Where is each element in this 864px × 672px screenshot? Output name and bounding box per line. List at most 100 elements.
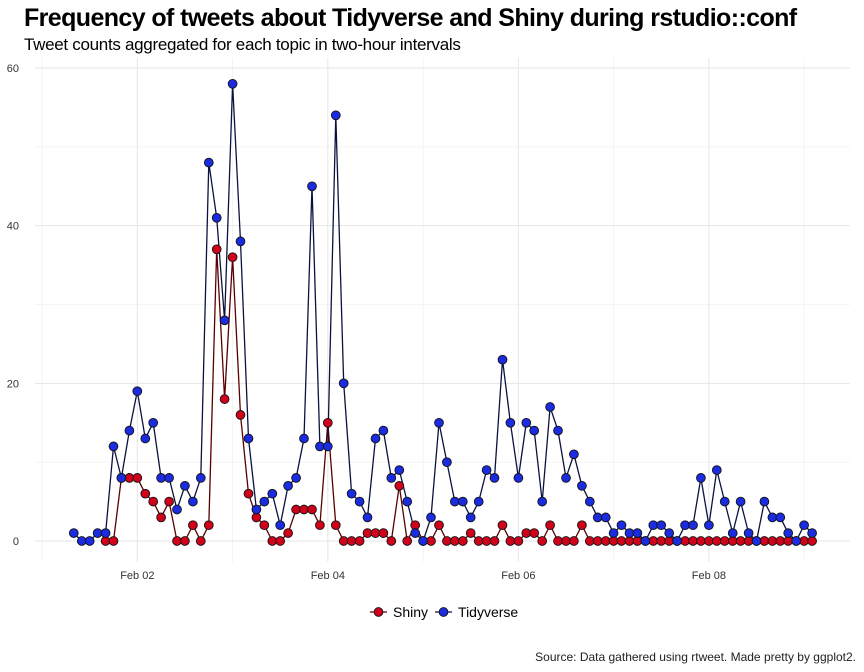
legend-item-shiny: Shiny xyxy=(370,604,428,620)
tidyverse-data-point xyxy=(243,433,254,444)
tidyverse-data-point xyxy=(529,425,540,436)
shiny-data-point xyxy=(299,504,309,515)
tidyverse-data-point xyxy=(307,181,317,192)
tidyverse-data-point xyxy=(759,496,770,507)
legend-label: Tidyverse xyxy=(458,604,518,620)
tidyverse-data-point xyxy=(426,512,436,523)
tidyverse-data-point xyxy=(553,425,563,436)
shiny-data-point xyxy=(569,536,579,546)
shiny-data-point xyxy=(616,536,627,546)
tidyverse-data-point xyxy=(338,378,349,389)
tidyverse-data-point xyxy=(799,520,809,531)
tidyverse-data-point xyxy=(267,488,278,499)
x-tick-label: Feb 02 xyxy=(120,570,154,582)
tidyverse-data-point xyxy=(592,512,603,523)
x-tick-label: Feb 06 xyxy=(501,570,535,582)
tidyverse-data-point xyxy=(505,417,516,428)
tidyverse-data-point xyxy=(696,473,706,483)
shiny-data-point xyxy=(465,528,476,538)
shiny-data-point xyxy=(529,528,540,538)
tidyverse-data-point xyxy=(188,496,198,507)
shiny-data-point xyxy=(497,520,508,531)
legend-key-point xyxy=(438,607,449,617)
chart-title: Frequency of tweets about Tidyverse and … xyxy=(24,4,797,32)
shiny-data-point xyxy=(513,536,524,546)
tidyverse-data-point xyxy=(711,465,722,475)
tidyverse-data-point xyxy=(100,528,111,538)
tidyverse-data-point xyxy=(632,528,643,538)
tidyverse-data-point xyxy=(497,354,508,365)
tidyverse-data-point xyxy=(354,496,365,507)
tidyverse-data-point xyxy=(561,473,571,483)
shiny-data-point xyxy=(505,536,516,546)
tidyverse-data-point xyxy=(616,520,627,531)
tidyverse-data-point xyxy=(259,496,270,507)
tidyverse-data-point xyxy=(489,473,500,483)
tidyverse-data-point xyxy=(783,528,794,538)
shiny-data-point xyxy=(164,496,174,507)
tidyverse-data-point xyxy=(84,536,95,546)
tidyverse-data-point xyxy=(521,417,532,428)
tidyverse-data-point xyxy=(386,473,397,483)
tidyverse-series-line xyxy=(73,83,813,543)
tidyverse-data-point xyxy=(251,504,262,515)
y-tick-label: 0 xyxy=(13,536,19,548)
tidyverse-data-point xyxy=(108,441,119,452)
shiny-data-point xyxy=(307,504,317,515)
tidyverse-data-point xyxy=(235,236,246,247)
tidyverse-data-point xyxy=(156,473,166,483)
tidyverse-data-point xyxy=(704,520,714,531)
tidyverse-data-point xyxy=(481,465,492,475)
shiny-data-point xyxy=(219,394,230,404)
x-tick-label: Feb 08 xyxy=(692,570,726,582)
shiny-data-point xyxy=(545,520,555,531)
tidyverse-data-point xyxy=(164,473,174,483)
shiny-data-point xyxy=(259,520,270,531)
tidyverse-data-point xyxy=(116,473,127,483)
tidyverse-data-point xyxy=(92,528,103,538)
y-tick-label: 40 xyxy=(7,221,19,233)
shiny-data-point xyxy=(577,520,587,531)
tidyverse-data-point xyxy=(410,528,421,538)
tidyverse-data-point xyxy=(402,496,413,507)
tidyverse-data-point xyxy=(735,496,746,507)
tidyverse-data-point xyxy=(68,528,79,538)
tidyverse-data-point xyxy=(378,425,389,436)
tidyverse-data-point xyxy=(569,449,579,460)
tidyverse-data-point xyxy=(362,512,373,523)
legend-key-point xyxy=(373,607,384,617)
chart-caption: Source: Data gathered using rtweet. Made… xyxy=(535,650,856,664)
shiny-data-point xyxy=(457,536,468,546)
tidyverse-data-point xyxy=(227,78,238,89)
shiny-data-point xyxy=(132,473,143,483)
x-tick-label: Feb 04 xyxy=(311,570,345,582)
tidyverse-data-point xyxy=(807,528,817,538)
tidyverse-data-point xyxy=(180,480,190,491)
tidyverse-data-point xyxy=(608,528,619,538)
tidyverse-data-point xyxy=(124,425,135,436)
shiny-data-point xyxy=(243,488,254,499)
tidyverse-data-point xyxy=(283,480,293,491)
tidyverse-data-point xyxy=(418,536,428,546)
tidyverse-data-point xyxy=(394,465,405,475)
shiny-data-point xyxy=(156,512,166,523)
legend: Shiny Tidyverse xyxy=(370,604,518,620)
tidyverse-data-point xyxy=(370,433,381,444)
shiny-data-point xyxy=(537,536,548,546)
shiny-data-point xyxy=(489,536,500,546)
shiny-data-point xyxy=(148,496,159,507)
tidyverse-data-point xyxy=(688,520,698,531)
tidyverse-data-point xyxy=(140,433,151,444)
shiny-data-point xyxy=(434,520,444,531)
shiny-data-point xyxy=(180,536,190,546)
tidyverse-data-point xyxy=(640,536,651,546)
tidyverse-series-points xyxy=(68,78,817,546)
tidyverse-data-point xyxy=(457,496,468,507)
tidyverse-data-point xyxy=(203,157,214,168)
tidyverse-data-point xyxy=(132,386,143,397)
shiny-series-line xyxy=(105,249,813,544)
shiny-data-point xyxy=(362,528,373,538)
shiny-data-point xyxy=(235,410,246,420)
tidyverse-data-point xyxy=(743,528,754,538)
